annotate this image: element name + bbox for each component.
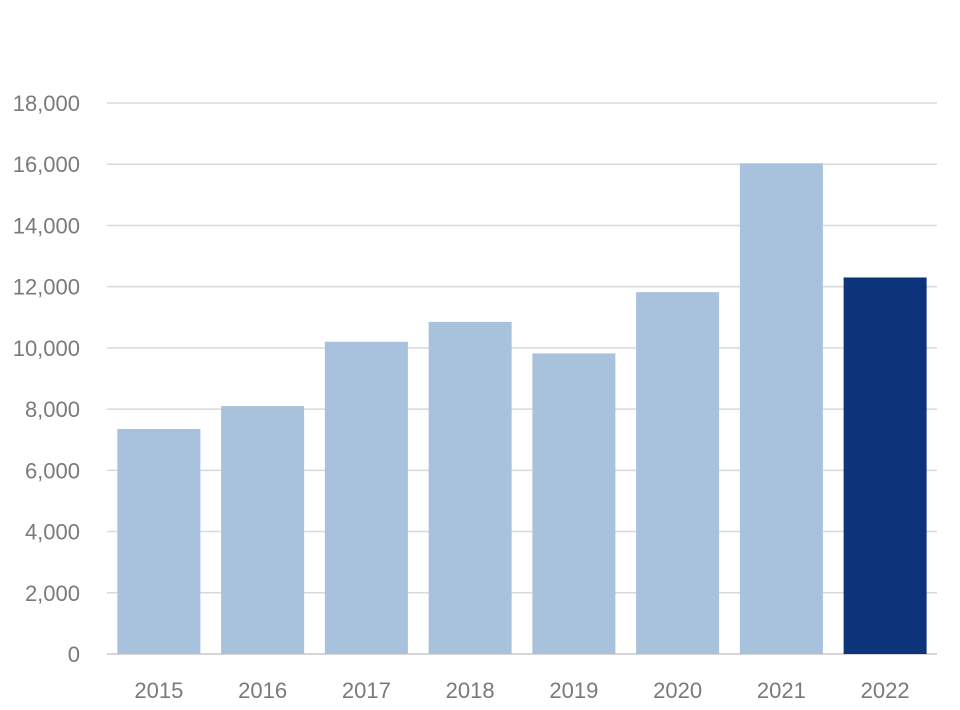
x-tick-label: 2017: [342, 678, 391, 703]
x-tick-label: 2021: [757, 678, 806, 703]
y-tick-label: 14,000: [13, 213, 80, 238]
y-tick-label: 6,000: [25, 458, 80, 483]
y-tick-label: 2,000: [25, 581, 80, 606]
x-axis-tick-labels: 2015 2016 2017 2018 2019 2020 2021 2022: [134, 678, 909, 703]
x-tick-label: 2019: [549, 678, 598, 703]
bar-2017: [324, 341, 408, 654]
y-tick-label: 0: [68, 642, 80, 667]
bar-2018: [428, 321, 512, 654]
bar-2015: [117, 429, 201, 654]
x-tick-label: 2022: [861, 678, 910, 703]
bar-2019: [532, 353, 616, 654]
y-tick-label: 18,000: [13, 91, 80, 116]
y-tick-label: 10,000: [13, 336, 80, 361]
y-tick-label: 4,000: [25, 520, 80, 545]
y-tick-label: 16,000: [13, 152, 80, 177]
x-tick-label: 2020: [653, 678, 702, 703]
x-tick-label: 2016: [238, 678, 287, 703]
x-tick-label: 2018: [446, 678, 495, 703]
bar-2022: [843, 277, 927, 654]
y-tick-label: 12,000: [13, 275, 80, 300]
bar-2021: [739, 163, 823, 654]
bars: [117, 163, 927, 654]
x-tick-label: 2015: [134, 678, 183, 703]
bar-2016: [221, 406, 305, 654]
bar-2020: [636, 292, 720, 654]
y-axis-tick-labels: 0 2,000 4,000 6,000 8,000 10,000 12,000 14,000 1…: [13, 91, 80, 667]
y-tick-label: 8,000: [25, 397, 80, 422]
